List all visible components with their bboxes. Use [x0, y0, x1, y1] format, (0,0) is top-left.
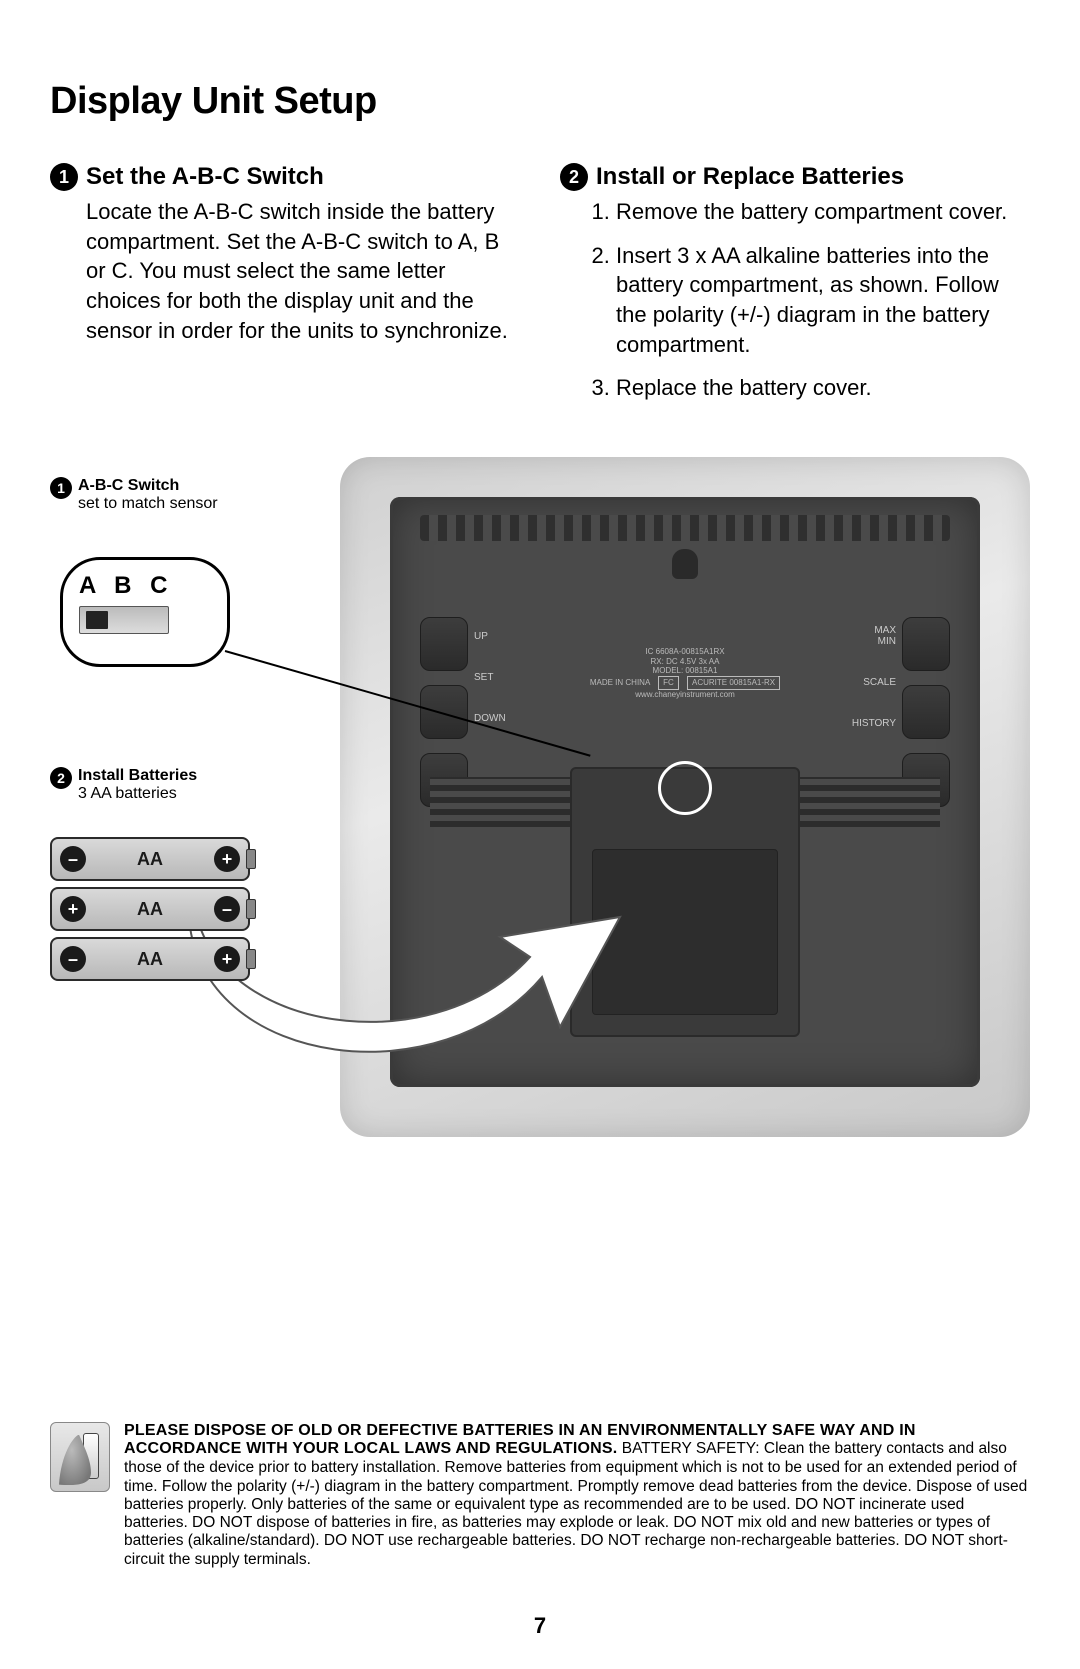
battery-terminal-right: –	[214, 896, 240, 922]
step-2-item: Remove the battery compartment cover.	[616, 197, 1030, 227]
battery-label: AA	[137, 949, 163, 970]
battery-row: – AA +	[50, 837, 250, 881]
abc-switch-graphic	[79, 606, 169, 634]
device-button-label: SET	[474, 672, 506, 683]
diagram-area: 1 A-B-C Switch set to match sensor A B C…	[50, 477, 1030, 1197]
battery-terminal-right: +	[214, 946, 240, 972]
battery-terminal-left: –	[60, 846, 86, 872]
device-button-label: SCALE	[852, 677, 896, 688]
step-1-body: Locate the A-B-C switch inside the batte…	[86, 197, 520, 345]
battery-terminal-left: +	[60, 896, 86, 922]
device-button	[902, 685, 950, 739]
instruction-columns: 1 Set the A-B-C Switch Locate the A-B-C …	[50, 163, 1030, 417]
step-2-title: Install or Replace Batteries	[596, 163, 904, 191]
step-2-badge: 2	[560, 163, 588, 191]
switch-highlight-circle	[658, 761, 712, 815]
device-button-label: UP	[474, 631, 506, 642]
callout-1-sub: set to match sensor	[78, 495, 218, 513]
device-button-label: MAX MIN	[852, 625, 896, 647]
step-1-badge: 1	[50, 163, 78, 191]
battery-terminal-right: +	[214, 846, 240, 872]
callout-1-badge: 1	[50, 477, 72, 499]
device-button	[902, 617, 950, 671]
step-2: 2 Install or Replace Batteries Remove th…	[560, 163, 1030, 417]
abc-switch-bubble: A B C	[60, 557, 230, 667]
step-1-title: Set the A-B-C Switch	[86, 163, 324, 191]
callout-2-sub: 3 AA batteries	[78, 785, 197, 803]
battery-label: AA	[137, 849, 163, 870]
step-2-list: Remove the battery compartment cover. In…	[616, 197, 1030, 403]
vent-slots-mid-right	[790, 777, 940, 827]
battery-label: AA	[137, 899, 163, 920]
brand-box: ACURITE 00815A1-RX	[687, 676, 780, 690]
callout-2-badge: 2	[50, 767, 72, 789]
callout-1-title: A-B-C Switch	[78, 477, 218, 495]
callout-install-batteries: 2 Install Batteries 3 AA batteries	[50, 767, 290, 803]
device-button	[420, 617, 468, 671]
page-title: Display Unit Setup	[50, 80, 1030, 123]
step-2-item: Insert 3 x AA alkaline batteries into th…	[616, 241, 1030, 360]
battery-row: + AA –	[50, 887, 250, 931]
compliance-text: IC 6608A-00815A1RX RX: DC 4.5V 3x AA MOD…	[585, 647, 785, 699]
hang-hole	[672, 549, 698, 579]
device-button-label: HISTORY	[852, 718, 896, 729]
device-button-labels-right: MAX MIN SCALE HISTORY	[852, 625, 896, 729]
battery-stack: – AA + + AA – – AA +	[50, 837, 250, 981]
battery-row: – AA +	[50, 937, 250, 981]
compliance-site: www.chaneyinstrument.com	[585, 690, 785, 700]
battery-terminal-left: –	[60, 946, 86, 972]
battery-dispose-icon	[50, 1422, 110, 1492]
vent-slots-top	[420, 515, 950, 541]
callout-2-title: Install Batteries	[78, 767, 197, 785]
abc-letters: A B C	[79, 572, 211, 600]
safety-body-text: BATTERY SAFETY: Clean the battery contac…	[124, 1440, 1027, 1567]
fcc-icon: FC	[658, 676, 679, 690]
step-1: 1 Set the A-B-C Switch Locate the A-B-C …	[50, 163, 520, 417]
step-2-item: Replace the battery cover.	[616, 373, 1030, 403]
page-number: 7	[0, 1613, 1080, 1639]
safety-notice: PLEASE DISPOSE OF OLD OR DEFECTIVE BATTE…	[50, 1422, 1030, 1569]
device-button-labels-left: UP SET DOWN	[474, 631, 506, 724]
callout-abc-switch: 1 A-B-C Switch set to match sensor	[50, 477, 290, 513]
